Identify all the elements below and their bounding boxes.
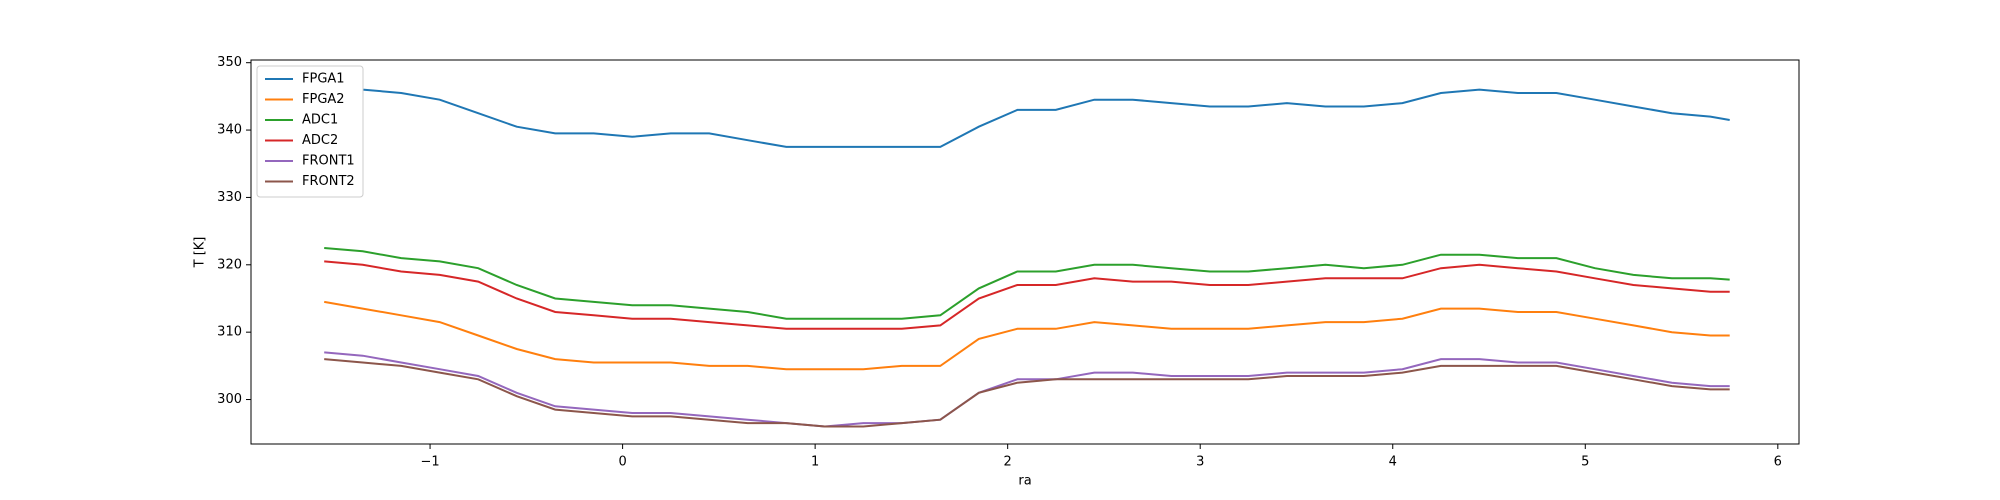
y-tick-label: 350 [217, 55, 242, 70]
legend-label: ADC2 [302, 133, 338, 148]
x-tick-label: 2 [1004, 455, 1012, 470]
x-tick-label: 5 [1581, 455, 1589, 470]
data-line [324, 358, 1730, 428]
plot-frame [250, 59, 1800, 445]
x-tick-label: 1 [811, 455, 819, 470]
x-tick-label: 4 [1389, 455, 1397, 470]
legend-label: FPGA2 [302, 92, 345, 107]
y-axis-label: T [K] [193, 237, 208, 269]
legend-label: FPGA1 [302, 72, 345, 87]
x-axis-label: ra [1018, 474, 1031, 489]
y-tick-label: 330 [217, 190, 242, 205]
y-tick-label: 300 [217, 392, 242, 407]
data-line [324, 81, 1730, 148]
data-line [324, 300, 1730, 371]
legend-label: FRONT1 [302, 154, 355, 169]
x-tick-label: −1 [420, 455, 439, 470]
data-line [324, 351, 1730, 428]
y-tick-label: 320 [217, 257, 242, 272]
x-tick-label: 6 [1774, 455, 1782, 470]
legend-label: ADC1 [302, 113, 338, 128]
data-line [324, 247, 1730, 320]
y-tick-label: 340 [217, 123, 242, 138]
x-tick-label: 0 [618, 455, 626, 470]
legend-label: FRONT2 [302, 174, 355, 189]
y-tick-label: 310 [217, 325, 242, 340]
data-line [324, 260, 1730, 330]
x-tick-label: 3 [1196, 455, 1204, 470]
